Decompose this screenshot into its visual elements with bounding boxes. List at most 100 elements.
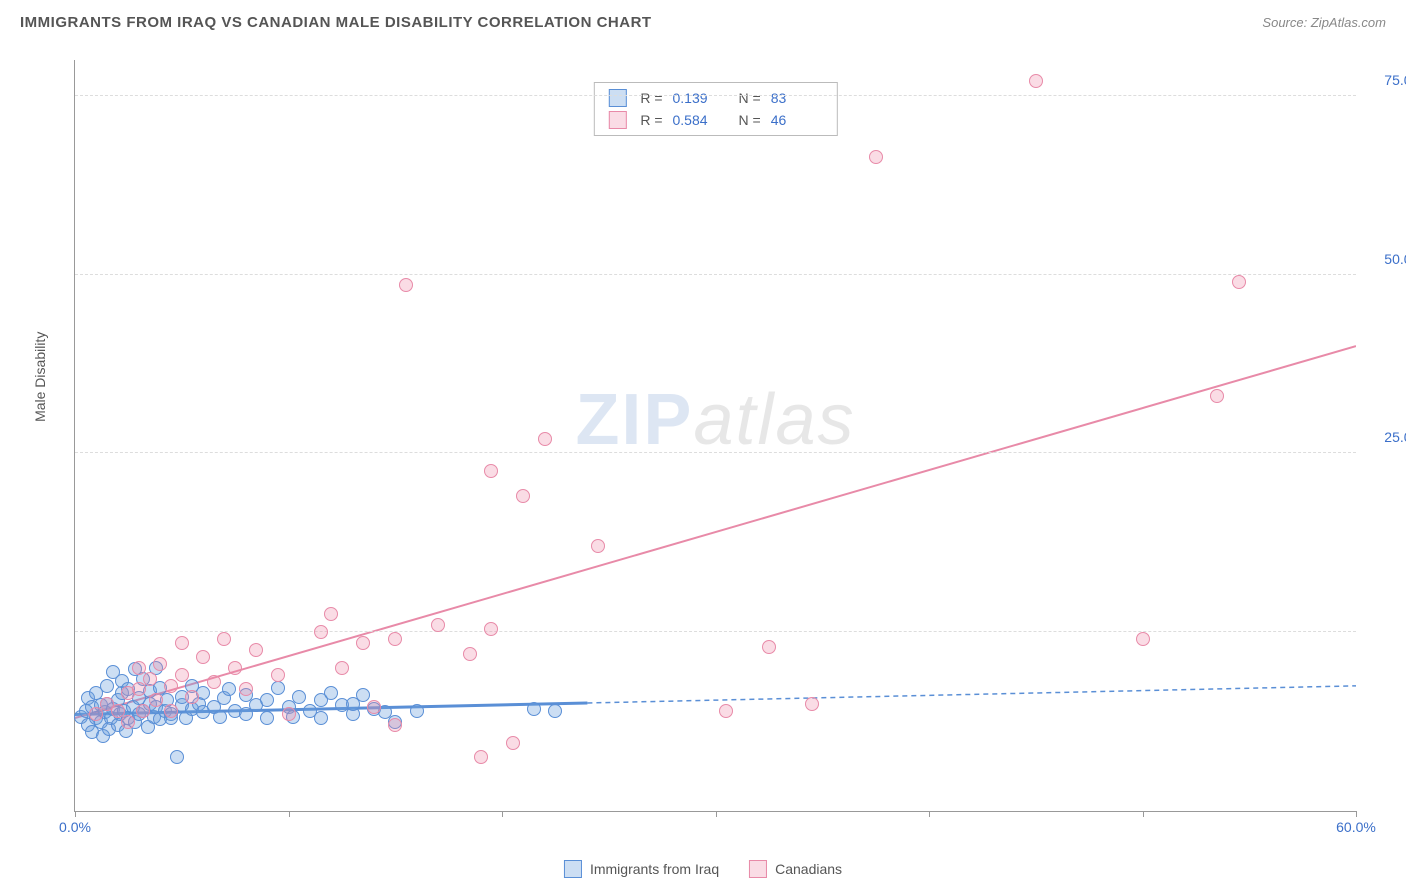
correlation-row-blue: R = 0.139 N = 83 [594, 87, 836, 109]
scatter-point [516, 489, 530, 503]
y-tick-label: 75.0% [1364, 72, 1406, 88]
scatter-point [1136, 632, 1150, 646]
scatter-point [484, 622, 498, 636]
scatter-point [324, 686, 338, 700]
scatter-point [506, 736, 520, 750]
x-tick [289, 811, 290, 817]
scatter-point [367, 700, 381, 714]
scatter-point [249, 643, 263, 657]
scatter-point [1232, 275, 1246, 289]
scatter-point [484, 464, 498, 478]
scatter-point [100, 679, 114, 693]
scatter-point [239, 682, 253, 696]
scatter-point [548, 704, 562, 718]
scatter-point [143, 672, 157, 686]
scatter-point [196, 650, 210, 664]
x-tick [75, 811, 76, 817]
swatch-icon [749, 860, 767, 878]
y-axis-label: Male Disability [32, 332, 48, 422]
legend-item-pink: Canadians [749, 860, 842, 878]
scatter-point [356, 636, 370, 650]
scatter-point [388, 718, 402, 732]
scatter-point [271, 668, 285, 682]
stat-value: 46 [771, 112, 815, 128]
scatter-point [805, 697, 819, 711]
stat-label: N = [739, 90, 761, 106]
scatter-point [869, 150, 883, 164]
stat-label: N = [739, 112, 761, 128]
scatter-point [217, 632, 231, 646]
series-legend: Immigrants from Iraq Canadians [564, 860, 842, 878]
scatter-point [121, 715, 135, 729]
watermark-atlas: atlas [693, 380, 855, 460]
scatter-point [260, 693, 274, 707]
scatter-point [149, 693, 163, 707]
x-tick [502, 811, 503, 817]
scatter-point [527, 702, 541, 716]
x-tick-label: 0.0% [59, 819, 91, 835]
scatter-point [153, 657, 167, 671]
correlation-legend: R = 0.139 N = 83 R = 0.584 N = 46 [593, 82, 837, 136]
scatter-point [175, 668, 189, 682]
scatter-plot: ZIPatlas R = 0.139 N = 83 R = 0.584 N = … [74, 60, 1356, 812]
scatter-point [175, 636, 189, 650]
scatter-point [335, 661, 349, 675]
watermark-zip: ZIP [575, 380, 693, 460]
stat-value: 0.139 [673, 90, 717, 106]
scatter-point [314, 711, 328, 725]
x-tick-label: 60.0% [1336, 819, 1376, 835]
scatter-point [228, 661, 242, 675]
stat-value: 83 [771, 90, 815, 106]
scatter-point [282, 707, 296, 721]
scatter-point [260, 711, 274, 725]
stat-label: R = [640, 112, 662, 128]
source-link[interactable]: ZipAtlas.com [1311, 15, 1386, 30]
y-tick-label: 25.0% [1364, 429, 1406, 445]
x-tick [1356, 811, 1357, 817]
scatter-point [170, 750, 184, 764]
watermark: ZIPatlas [575, 379, 855, 461]
scatter-point [185, 690, 199, 704]
scatter-point [431, 618, 445, 632]
legend-item-blue: Immigrants from Iraq [564, 860, 719, 878]
scatter-point [474, 750, 488, 764]
x-tick [1143, 811, 1144, 817]
scatter-point [213, 710, 227, 724]
scatter-point [271, 681, 285, 695]
scatter-point [324, 607, 338, 621]
scatter-point [164, 679, 178, 693]
gridline [75, 631, 1356, 632]
chart-header: IMMIGRANTS FROM IRAQ VS CANADIAN MALE DI… [20, 14, 1386, 31]
swatch-icon [564, 860, 582, 878]
gridline [75, 452, 1356, 453]
chart-area: Male Disability ZIPatlas R = 0.139 N = 8… [50, 40, 1366, 842]
scatter-point [410, 704, 424, 718]
scatter-point [762, 640, 776, 654]
scatter-point [207, 675, 221, 689]
scatter-point [719, 704, 733, 718]
stat-value: 0.584 [673, 112, 717, 128]
x-tick [716, 811, 717, 817]
scatter-point [164, 704, 178, 718]
correlation-row-pink: R = 0.584 N = 46 [594, 109, 836, 131]
legend-label: Immigrants from Iraq [590, 861, 719, 877]
scatter-point [292, 690, 306, 704]
scatter-point [399, 278, 413, 292]
scatter-point [591, 539, 605, 553]
legend-label: Canadians [775, 861, 842, 877]
scatter-point [1210, 389, 1224, 403]
scatter-point [463, 647, 477, 661]
scatter-point [132, 682, 146, 696]
swatch-icon [608, 111, 626, 129]
source-label: Source: [1262, 15, 1307, 30]
gridline [75, 274, 1356, 275]
scatter-point [538, 432, 552, 446]
scatter-point [388, 632, 402, 646]
scatter-point [356, 688, 370, 702]
x-tick [929, 811, 930, 817]
scatter-point [222, 682, 236, 696]
stat-label: R = [640, 90, 662, 106]
chart-title: IMMIGRANTS FROM IRAQ VS CANADIAN MALE DI… [20, 14, 652, 31]
gridline [75, 95, 1356, 96]
scatter-point [1029, 74, 1043, 88]
